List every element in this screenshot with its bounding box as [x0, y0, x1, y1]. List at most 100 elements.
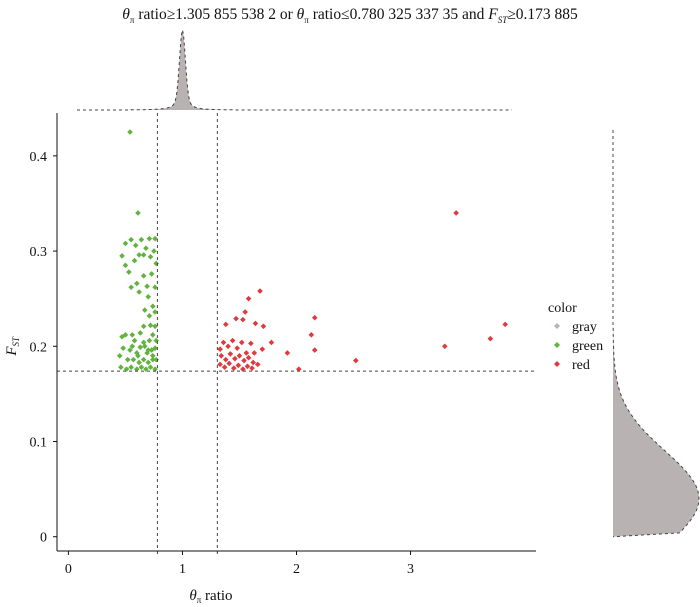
green-point [152, 366, 158, 372]
green-point [152, 284, 158, 291]
y-tick-label: 0.1 [30, 436, 48, 451]
red-point [353, 357, 359, 364]
green-point [134, 280, 140, 287]
red-point [236, 353, 243, 359]
chart-title: θπ ratio≥1.305 855 538 2 or θπ ratio≤0.7… [122, 6, 578, 26]
green-point [122, 240, 129, 247]
green-point [119, 253, 125, 259]
green-point [126, 269, 132, 275]
green-point [132, 242, 139, 249]
red-point [487, 335, 494, 342]
green-point [140, 339, 147, 346]
green-point [150, 303, 156, 310]
green-point [152, 235, 158, 242]
threshold-lines [57, 113, 536, 557]
y-axis-title: FST [4, 336, 21, 357]
green-point [150, 332, 156, 338]
green-point [142, 343, 148, 350]
red-point [225, 343, 231, 350]
legend-key-green [554, 342, 560, 348]
green-point [137, 330, 144, 336]
red-point [249, 365, 255, 371]
green-point [136, 359, 142, 366]
red-point [232, 355, 238, 362]
green-point [146, 313, 153, 319]
green-point [137, 344, 144, 351]
marginal-density-y [612, 130, 700, 538]
green-point [145, 347, 152, 353]
red-point [222, 321, 229, 328]
green-point [129, 343, 136, 350]
green-point [135, 210, 141, 216]
marginal-density-x [77, 29, 512, 111]
red-point [217, 346, 223, 352]
green-point [138, 236, 145, 243]
legend-key-red [554, 361, 560, 367]
y-tick-label: 0 [40, 531, 47, 546]
green-point [134, 366, 140, 372]
red-point [238, 339, 245, 346]
red-point [227, 351, 234, 357]
green-point [152, 345, 158, 351]
green-point [150, 356, 156, 363]
red-point [248, 340, 254, 347]
green-point [124, 356, 131, 363]
red-point [245, 354, 252, 361]
x-tick-label: 1 [179, 562, 186, 577]
green-point [147, 364, 154, 371]
red-point [311, 314, 318, 321]
red-point [453, 210, 459, 216]
red-point [268, 339, 275, 346]
red-point [218, 353, 225, 359]
red-point [233, 315, 239, 322]
y-tick-label: 0.4 [30, 150, 48, 165]
red-point [257, 288, 263, 294]
red-point [308, 332, 315, 338]
green-point [152, 309, 158, 315]
green-point [153, 356, 160, 363]
x-tick-label: 0 [65, 562, 72, 577]
red-point [230, 365, 237, 371]
red-point [252, 320, 259, 327]
legend-title: color [548, 301, 577, 316]
legend-key-gray [554, 323, 560, 329]
red-point [244, 363, 251, 370]
red-point [234, 345, 240, 351]
axes: 0 1 2 3 0 0.1 0.2 0.3 0.4 θπ ratio FST [4, 113, 536, 605]
green-point [140, 273, 147, 279]
green-point [140, 252, 147, 258]
green-point [140, 356, 147, 363]
red-point [254, 361, 261, 368]
green-point [142, 307, 148, 313]
red-point [502, 321, 509, 328]
green-point [140, 323, 147, 330]
red-point [220, 339, 227, 346]
marginal-x-fill [77, 30, 512, 110]
marginal-x-outline [77, 29, 512, 111]
green-point [146, 235, 153, 242]
red-point [243, 350, 250, 356]
green-point [136, 252, 142, 258]
green-point [128, 364, 134, 371]
red-point [242, 309, 248, 315]
red-point [217, 361, 223, 368]
red-point [245, 295, 252, 302]
legend-label-gray: gray [572, 320, 597, 335]
red-point [251, 350, 258, 356]
green-point [153, 260, 160, 267]
green-point [143, 245, 149, 252]
red-point [241, 357, 247, 364]
green-point [131, 257, 138, 264]
y-tick-label: 0.2 [30, 340, 48, 355]
green-point [130, 356, 137, 363]
green-point [131, 337, 138, 344]
green-point [143, 366, 149, 372]
green-point [151, 248, 157, 254]
green-point [135, 353, 141, 359]
green-point [152, 323, 158, 330]
red-point [295, 366, 302, 372]
green-point [128, 236, 134, 243]
green-point [150, 353, 156, 359]
legend-label-green: green [572, 339, 603, 354]
green-point [145, 293, 152, 300]
